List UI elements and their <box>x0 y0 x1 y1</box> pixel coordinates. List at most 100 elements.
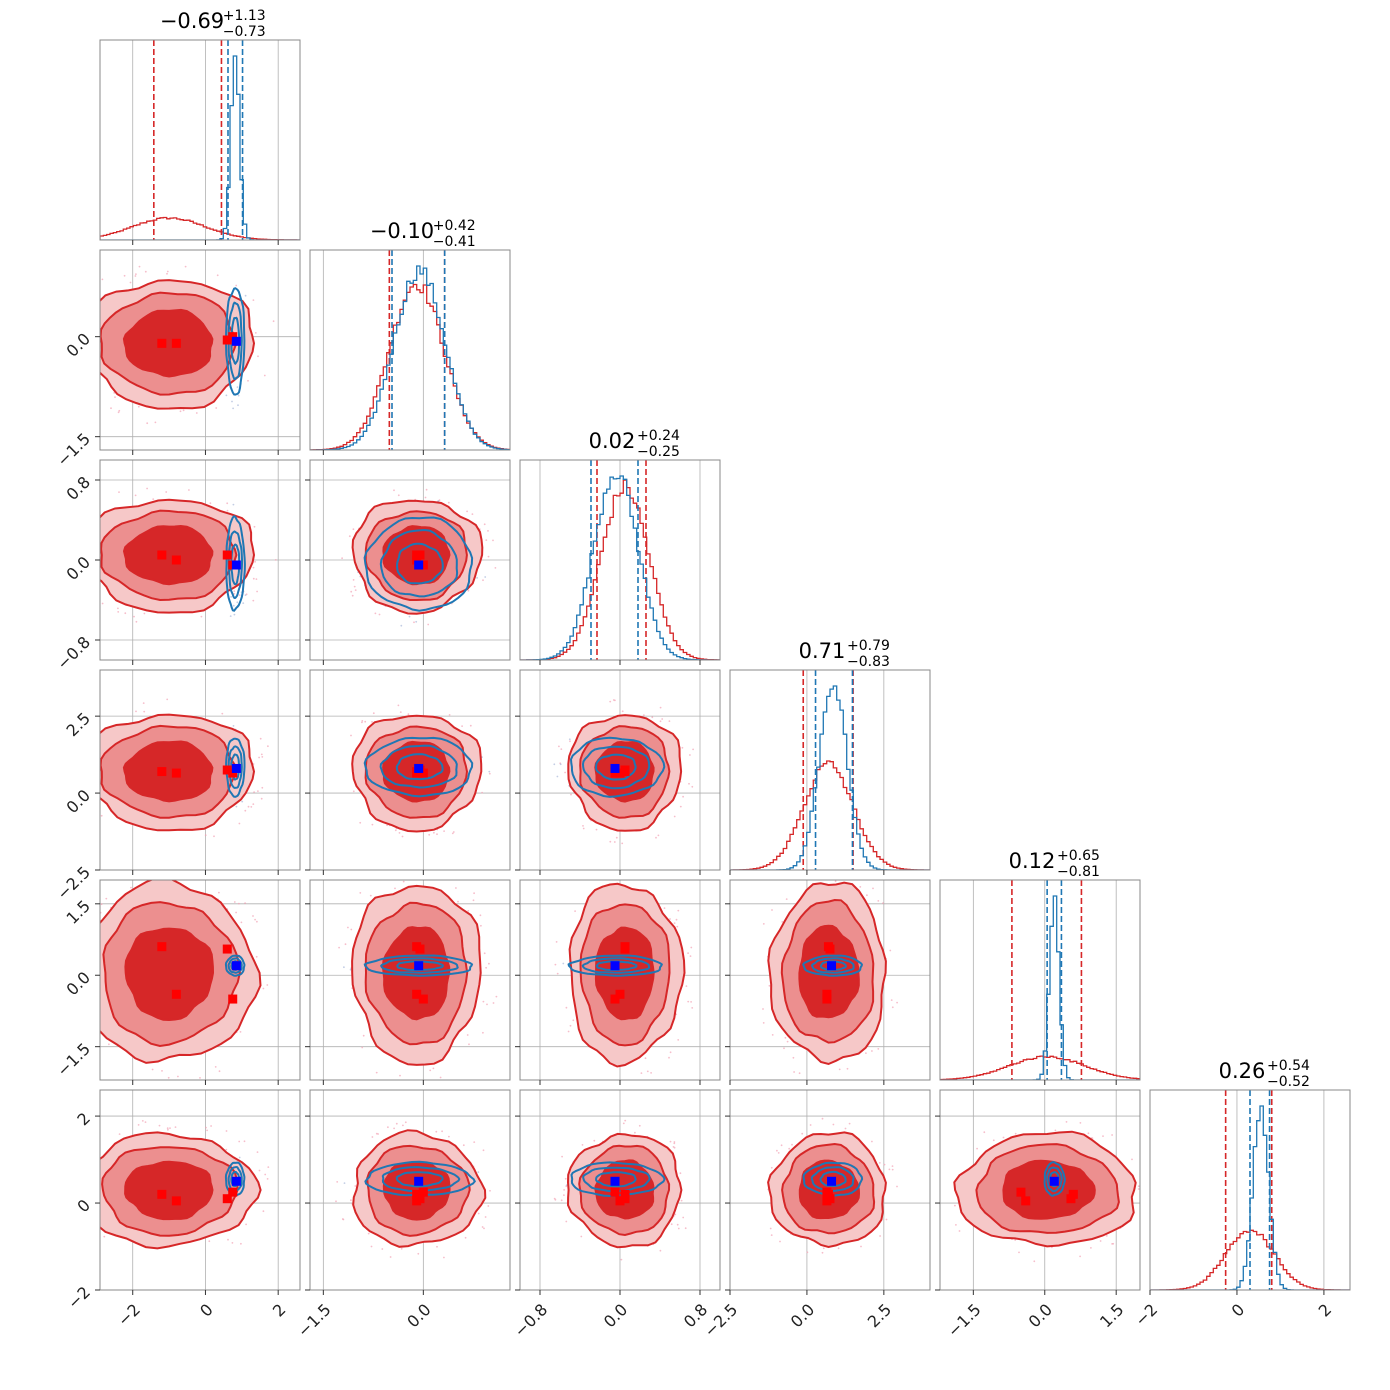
histogram-series-2 <box>520 475 720 660</box>
scatter-point <box>677 1227 680 1230</box>
scatter-point <box>152 498 155 500</box>
scatter-point <box>266 1178 269 1180</box>
scatter-point <box>243 1140 246 1143</box>
scatter-point <box>682 1216 685 1219</box>
scatter-point <box>691 785 694 788</box>
scatter-point <box>350 928 353 931</box>
scatter-point <box>381 1248 384 1250</box>
scatter-point <box>91 925 93 927</box>
scatter-point <box>375 1132 378 1135</box>
scatter-point <box>97 1141 99 1143</box>
scatter-point <box>1079 1122 1082 1124</box>
histogram-panel-2: −0.10+0.42−0.41 <box>309 218 511 455</box>
axis-frame <box>309 249 511 451</box>
scatter-point <box>681 746 684 749</box>
scatter-point <box>352 790 355 793</box>
red-marker <box>1016 1187 1026 1197</box>
scatter-point <box>184 265 187 268</box>
scatter-point <box>409 871 411 873</box>
scatter-point <box>809 1124 812 1126</box>
scatter-point <box>407 713 410 716</box>
scatter-point <box>553 1197 556 1200</box>
scatter-point <box>93 993 95 995</box>
scatter-point <box>838 1068 841 1071</box>
scatter-point <box>487 555 490 558</box>
scatter-point <box>89 1225 91 1227</box>
scatter-point <box>1099 1240 1102 1242</box>
scatter-point <box>254 560 256 563</box>
scatter-point <box>79 538 81 540</box>
scatter-point <box>352 528 355 531</box>
contour-panel-5-1: −1.50.01.5 <box>53 879 301 1085</box>
scatter-point <box>387 1126 389 1129</box>
scatter-point <box>572 1019 575 1022</box>
scatter-point <box>482 1031 484 1034</box>
scatter-point <box>91 334 93 336</box>
scatter-point <box>92 542 94 544</box>
scatter-point <box>137 1124 140 1126</box>
scatter-point <box>206 1129 209 1132</box>
scatter-point <box>252 599 255 602</box>
red-marker <box>157 550 167 560</box>
scatter-point <box>1137 1188 1140 1190</box>
scatter-point <box>117 411 120 414</box>
title-upper-error: +0.54 <box>1267 1058 1310 1074</box>
red-marker <box>415 1194 425 1204</box>
scatter-point <box>882 902 884 904</box>
title-lower-error: −0.83 <box>847 654 890 670</box>
scatter-point <box>670 1223 673 1226</box>
scatter-point <box>427 623 430 626</box>
scatter-point <box>643 714 645 716</box>
red-marker <box>620 944 630 954</box>
scatter-point <box>161 1070 163 1072</box>
scatter-point <box>785 898 788 900</box>
scatter-point <box>484 576 487 578</box>
scatter-point <box>481 1226 484 1228</box>
scatter-point <box>780 1144 783 1147</box>
contour-panel-6-3: −0.8 0.0 0.8 <box>510 1089 721 1341</box>
scatter-point <box>890 999 893 1001</box>
scatter-point <box>259 737 262 740</box>
scatter-point <box>253 791 256 793</box>
x-tick-label: 0.0 <box>403 1300 434 1331</box>
red-marker <box>822 994 832 1004</box>
scatter-point <box>885 1218 888 1221</box>
scatter-point <box>244 902 247 904</box>
scatter-point <box>349 968 352 971</box>
scatter-point <box>682 795 684 798</box>
scatter-point <box>865 1052 867 1054</box>
title-lower-error: −0.73 <box>223 24 266 40</box>
scatter-point <box>394 887 396 890</box>
scatter-point <box>477 1212 480 1215</box>
scatter-point <box>457 900 459 903</box>
red-marker <box>171 768 181 778</box>
scatter-point <box>146 487 149 490</box>
scatter-point <box>673 922 676 924</box>
red-marker <box>222 335 232 345</box>
blue-contour-level-1 <box>363 516 474 612</box>
title-upper-error: +1.13 <box>223 8 266 24</box>
histogram-series-2 <box>730 685 930 870</box>
scatter-point <box>482 1000 485 1003</box>
blue-contour-level-1 <box>569 736 666 798</box>
title-upper-error: +0.79 <box>847 638 890 654</box>
scatter-point <box>622 1122 625 1125</box>
scatter-point <box>482 1149 485 1152</box>
y-tick-label: 2.5 <box>63 709 94 740</box>
scatter-point <box>256 590 258 593</box>
x-tick-label: 0.0 <box>1025 1300 1056 1331</box>
x-tick-label: 0 <box>196 1300 217 1321</box>
scatter-point <box>92 334 94 336</box>
y-tick-label: −2 <box>64 1283 94 1313</box>
scatter-point <box>659 706 662 709</box>
x-tick-label: 0 <box>1228 1300 1249 1321</box>
title-upper-error: +0.65 <box>1057 848 1100 864</box>
scatter-point <box>254 332 257 334</box>
scatter-point <box>336 1181 339 1183</box>
scatter-point <box>241 800 244 803</box>
scatter-point <box>80 1221 82 1223</box>
histogram-series-1 <box>100 216 300 240</box>
scatter-point <box>821 1117 824 1120</box>
scatter-point <box>492 1002 495 1004</box>
scatter-point <box>98 538 100 540</box>
